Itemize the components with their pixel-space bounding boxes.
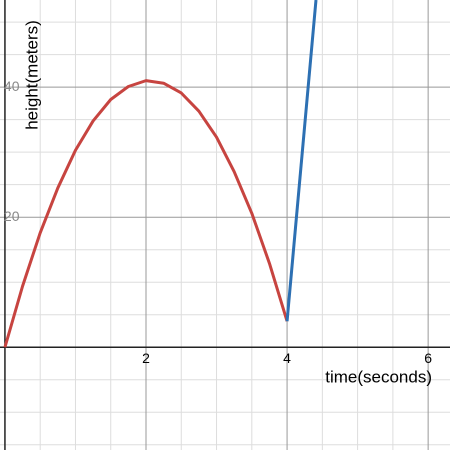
y-tick-label: 40 bbox=[4, 78, 20, 94]
plot bbox=[3, 0, 318, 348]
x-tick-label: 2 bbox=[142, 350, 150, 366]
x-axis-label: time(seconds) bbox=[325, 367, 432, 386]
x-tick-label: 6 bbox=[424, 350, 432, 366]
series-line bbox=[285, 0, 318, 322]
y-tick-label: 20 bbox=[4, 208, 20, 224]
x-tick-label: 4 bbox=[283, 350, 291, 366]
series-line bbox=[3, 79, 289, 348]
y-axis-label: height(meters) bbox=[22, 20, 41, 130]
